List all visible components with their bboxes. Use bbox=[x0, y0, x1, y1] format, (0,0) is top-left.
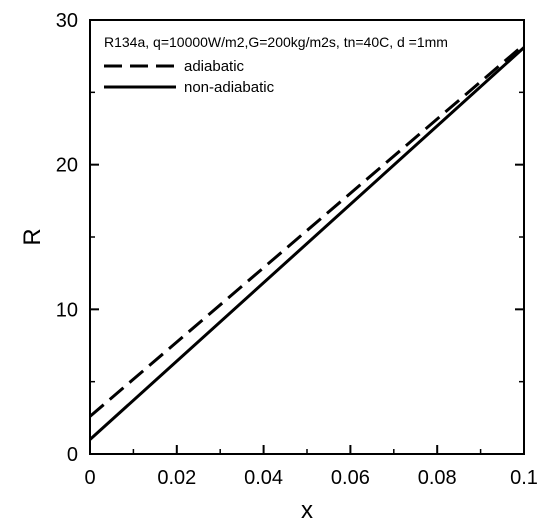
y-tick-label: 20 bbox=[56, 155, 78, 177]
legend: adiabatic non-adiabatic bbox=[104, 58, 275, 96]
y-tick-label: 30 bbox=[56, 10, 78, 32]
plot-frame bbox=[89, 19, 525, 455]
chart-annotation: R134a, q=10000W/m2,G=200kg/m2s, tn=40C, … bbox=[104, 34, 448, 50]
x-tick-label: 0.06 bbox=[331, 467, 370, 489]
series-line-adiabatic bbox=[89, 43, 525, 418]
legend-label-adiabatic: adiabatic bbox=[184, 58, 245, 75]
x-tick-label: 0.04 bbox=[244, 467, 283, 489]
y-axis-label: R bbox=[19, 228, 46, 245]
tick-labels: 0 0.02 0.04 0.06 0.08 0.1 0 10 20 30 bbox=[56, 10, 538, 489]
series-lines bbox=[88, 43, 526, 441]
legend-label-non-adiabatic: non-adiabatic bbox=[184, 79, 275, 96]
series-line-non-adiabatic bbox=[88, 46, 526, 441]
x-tick-label: 0.08 bbox=[418, 467, 457, 489]
y-tick-label: 0 bbox=[67, 444, 78, 466]
x-tick-label: 0 bbox=[84, 467, 95, 489]
y-tick-label: 10 bbox=[56, 299, 78, 321]
x-axis-label: x bbox=[301, 497, 313, 524]
x-tick-label: 0.02 bbox=[157, 467, 196, 489]
axis-ticks bbox=[89, 19, 525, 455]
x-tick-label: 0.1 bbox=[510, 467, 538, 489]
